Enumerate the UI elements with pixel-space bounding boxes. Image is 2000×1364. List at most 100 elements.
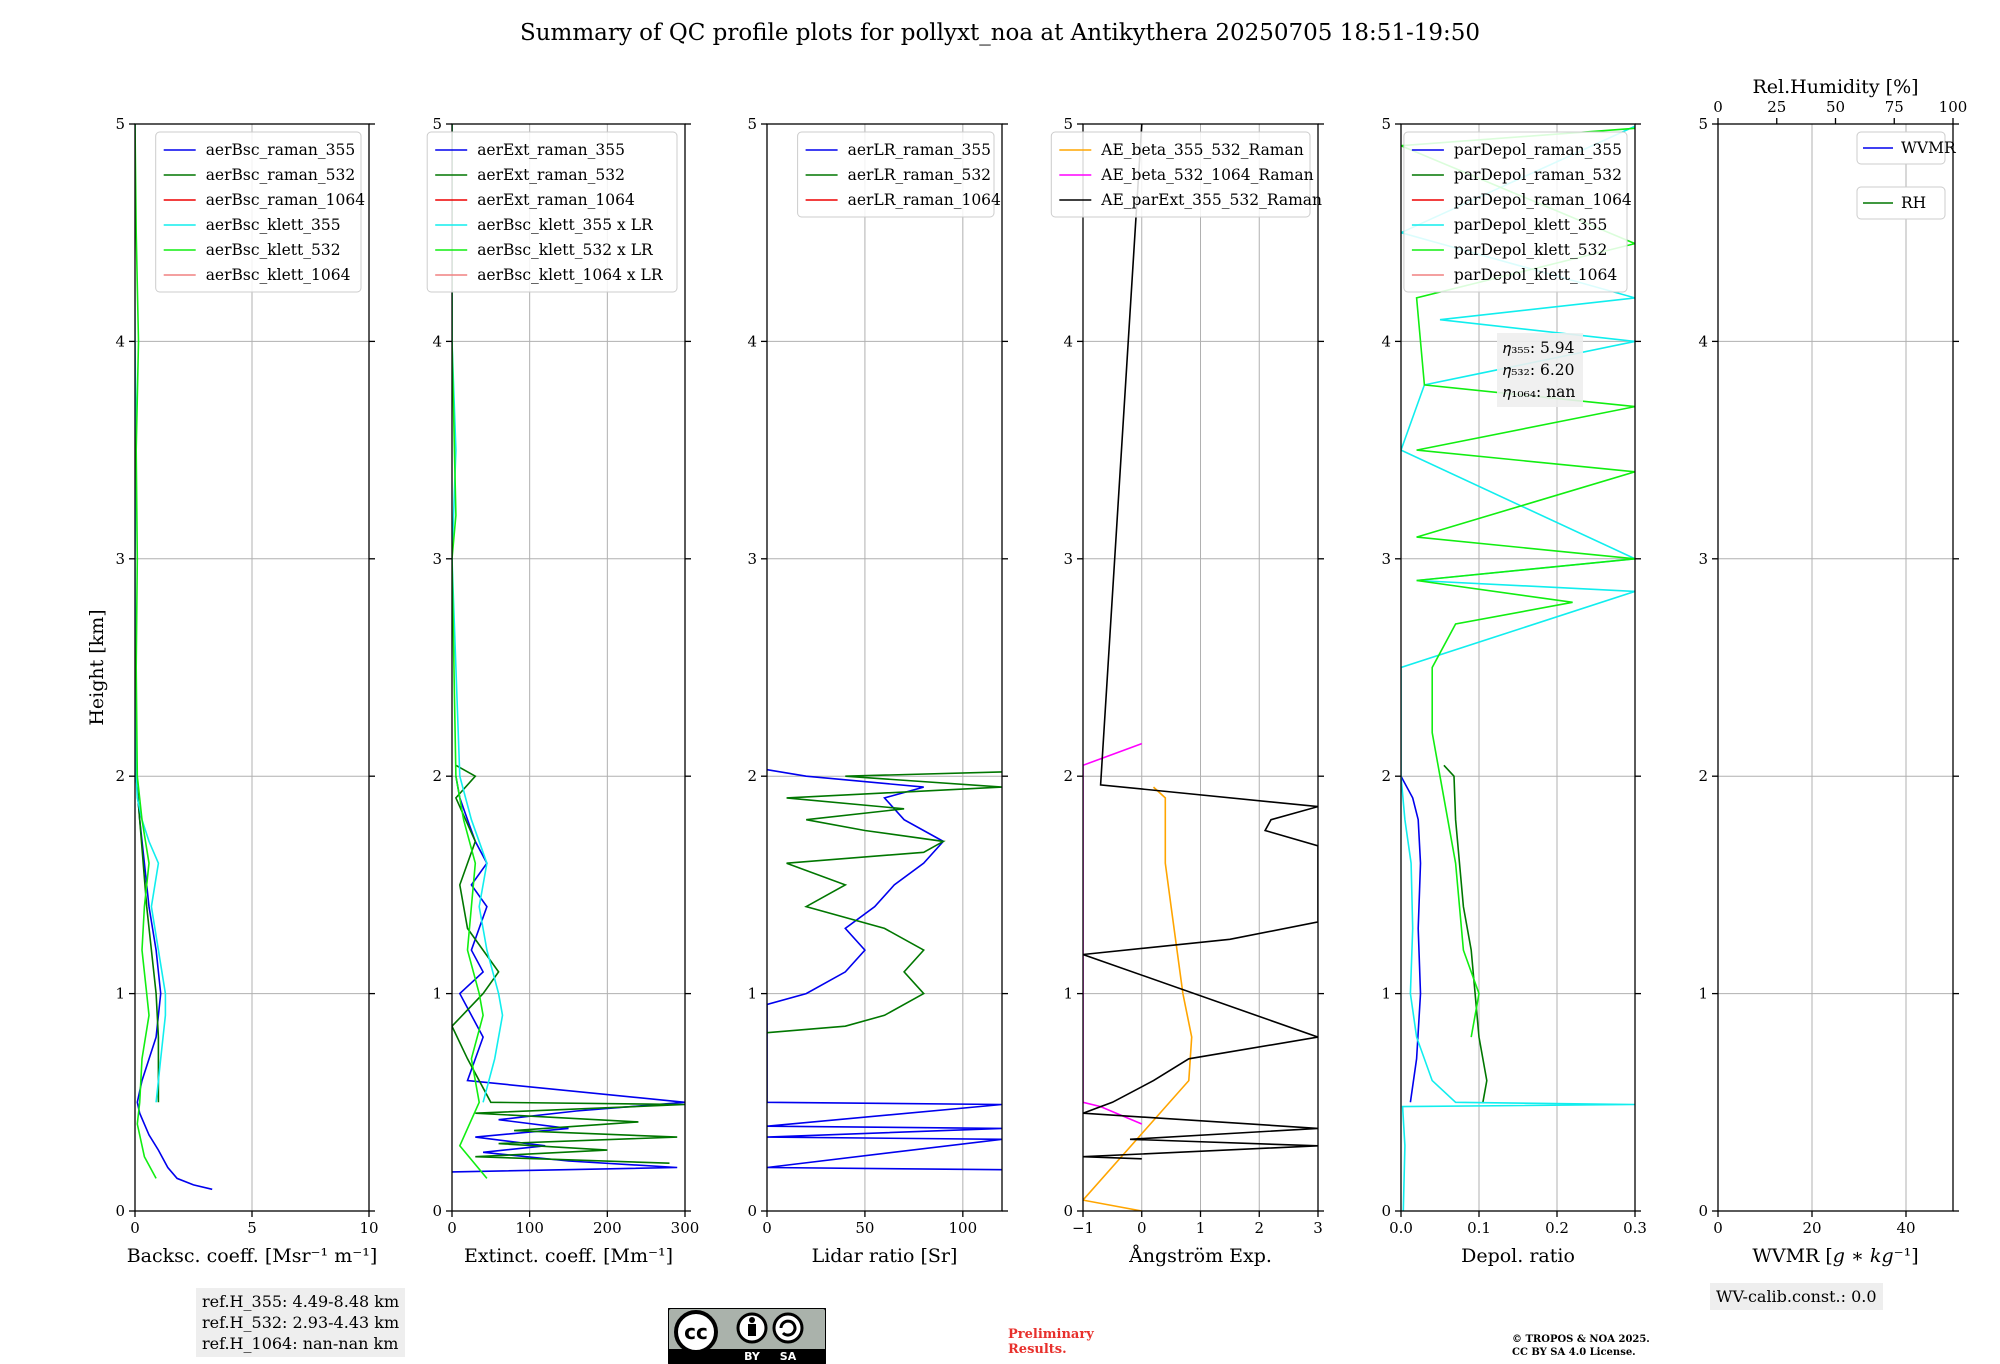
- y-tick-label: 4: [1698, 332, 1708, 350]
- y-tick-label: 2: [747, 767, 757, 785]
- sa-text: SA: [780, 1350, 797, 1363]
- x-tick-label: 50: [855, 1219, 874, 1237]
- y-tick-label: 0: [1063, 1202, 1073, 1220]
- y-tick-label: 3: [1381, 550, 1391, 568]
- x-axis-label: Lidar ratio [Sr]: [812, 1245, 958, 1267]
- series-line-AE_beta_355_532_Raman: [1083, 786, 1193, 1211]
- legend-label: aerBsc_raman_355: [206, 141, 356, 159]
- series-line-aerBsc_raman_532: [135, 776, 160, 1103]
- legend-label: aerBsc_klett_1064: [206, 266, 351, 284]
- x-axis-label: Extinct. coeff. [Mm⁻¹]: [464, 1245, 673, 1267]
- panel-lr: 0 50 100 0 1 2 3 4 5 Lidar ratio [Sr] aerLR_raman_…: [747, 115, 1008, 1267]
- cc-text: cc: [684, 1320, 708, 1344]
- sa-share-icon: [772, 1312, 804, 1344]
- ref-height-355: ref.H_355: 4.49-8.48 km: [202, 1292, 400, 1311]
- series-line-aerExt_raman_355: [452, 776, 685, 1173]
- legend-label: parDepol_raman_355: [1454, 141, 1622, 159]
- series-line-aerLR_raman_532: [767, 771, 1002, 1034]
- y-tick-label: 0: [1698, 1202, 1708, 1220]
- eta-box: [1497, 333, 1583, 407]
- sa-arrow-icon: [779, 1319, 797, 1337]
- series-line-aerLR_raman_355: [767, 768, 1002, 1171]
- x-axis-label: WVMR [𝑔 ∗ 𝑘𝑔⁻¹]: [1752, 1245, 1918, 1267]
- y-tick-label: 5: [1698, 115, 1708, 133]
- top-x-tick-label: 75: [1885, 98, 1904, 116]
- y-tick-label: 3: [747, 550, 757, 568]
- legend-label: RH: [1901, 194, 1926, 212]
- series-line-aerBsc_klett_532 x LR: [452, 124, 488, 1179]
- y-tick-label: 5: [747, 115, 757, 133]
- x-tick-label: 10: [359, 1219, 378, 1237]
- legend-label: aerBsc_klett_355: [206, 216, 341, 234]
- copyright-line-1: © TROPOS & NOA 2025.: [1512, 1334, 1650, 1345]
- x-tick-label: −1: [1072, 1219, 1094, 1237]
- series-line-AE_parExt_355_532_Raman: [1083, 124, 1318, 1160]
- preliminary-note: Preliminary Results.: [1008, 1327, 1094, 1357]
- series-line-parDepol_raman_355: [1401, 775, 1422, 1103]
- legend-label: aerBsc_klett_1064 x LR: [477, 266, 664, 284]
- wv-calibration-box: WV-calib.const.: 0.0: [1710, 1283, 1883, 1310]
- y-tick-label: 1: [1063, 985, 1073, 1003]
- legend-label: aerBsc_klett_532: [206, 241, 341, 259]
- legend-box: [1856, 131, 1946, 165]
- legend-label: AE_beta_532_1064_Raman: [1100, 166, 1313, 184]
- series-line-parDepol_raman_532: [1443, 764, 1488, 1103]
- legend-label: aerBsc_klett_532 x LR: [477, 241, 654, 259]
- copyright-note: © TROPOS & NOA 2025. CC BY SA 4.0 Licens…: [1512, 1333, 1650, 1359]
- legend-box: [1856, 186, 1946, 220]
- y-tick-label: 3: [115, 550, 125, 568]
- cc-circle-icon: [674, 1310, 718, 1354]
- x-axis-label: Backsc. coeff. [Msr⁻¹ m⁻¹]: [127, 1245, 378, 1267]
- axes-frame: [1717, 123, 1954, 1212]
- legend-label: parDepol_klett_1064: [1454, 266, 1617, 284]
- x-tick-label: 5: [247, 1219, 257, 1237]
- legend-label: aerLR_raman_355: [848, 141, 991, 159]
- y-axis-label: Height [km]: [86, 609, 108, 725]
- x-tick-label: 2: [1254, 1219, 1264, 1237]
- x-tick-label: 40: [1896, 1219, 1915, 1237]
- y-tick-label: 2: [1063, 767, 1073, 785]
- y-tick-label: 0: [115, 1202, 125, 1220]
- y-tick-label: 3: [1063, 550, 1073, 568]
- ref-height-532: ref.H_532: 2.93-4.43 km: [202, 1313, 400, 1332]
- legend-box: [1050, 131, 1311, 218]
- eta-annotation: 𝜂₅₃₂: 6.20: [1503, 361, 1575, 379]
- y-tick-label: 5: [1381, 115, 1391, 133]
- y-tick-label: 4: [1381, 332, 1391, 350]
- panel-depol: 0.0 0.1 0.2 0.3 0 1 2 3 4 5 Depol. ratio parDepol_r…: [1381, 115, 1646, 1267]
- y-tick-label: 2: [1698, 767, 1708, 785]
- x-tick-label: 200: [593, 1219, 622, 1237]
- legend-box: [155, 131, 362, 293]
- legend-label: aerExt_raman_1064: [477, 191, 635, 209]
- y-tick-label: 4: [747, 332, 757, 350]
- y-tick-label: 4: [1063, 332, 1073, 350]
- y-tick-label: 0: [432, 1202, 442, 1220]
- x-tick-label: 1: [1196, 1219, 1206, 1237]
- ref-height-1064: ref.H_1064: nan-nan km: [202, 1334, 399, 1353]
- x-axis-label: Depol. ratio: [1461, 1245, 1575, 1267]
- top-x-tick-label: 25: [1767, 98, 1786, 116]
- legend-label: AE_parExt_355_532_Raman: [1100, 191, 1322, 209]
- reference-height-box: ref.H_355: 4.49-8.48 km ref.H_532: 2.93-…: [196, 1288, 406, 1357]
- x-tick-label: 300: [671, 1219, 700, 1237]
- eta-annotation: 𝜂₃₅₅: 5.94: [1503, 339, 1575, 357]
- legend-label: aerLR_raman_532: [848, 166, 991, 184]
- legend-box: [1403, 131, 1628, 293]
- y-tick-label: 2: [115, 767, 125, 785]
- panel-ext: 0 100 200 300 0 1 2 3 4 5 Extinct. coeff. [Mm⁻¹] ae…: [426, 115, 700, 1267]
- y-tick-label: 1: [747, 985, 757, 1003]
- legend-label: aerBsc_raman_1064: [206, 191, 366, 209]
- x-tick-label: 20: [1802, 1219, 1821, 1237]
- by-person-head: [749, 1317, 755, 1323]
- y-tick-label: 0: [747, 1202, 757, 1220]
- top-axis-label: Rel.Humidity [%]: [1752, 76, 1918, 98]
- panel-bsc: 0 5 10 0 1 2 3 4 5 Backsc. coeff. [Msr⁻¹ m⁻¹] Heig…: [86, 115, 379, 1267]
- y-tick-label: 4: [115, 332, 125, 350]
- preliminary-line-2: Results.: [1008, 1342, 1067, 1357]
- y-tick-label: 4: [432, 332, 442, 350]
- preliminary-line-1: Preliminary: [1008, 1327, 1094, 1342]
- legend-label: parDepol_raman_532: [1454, 166, 1622, 184]
- legend-label: AE_beta_355_532_Raman: [1100, 141, 1303, 159]
- legend-box: [797, 131, 995, 218]
